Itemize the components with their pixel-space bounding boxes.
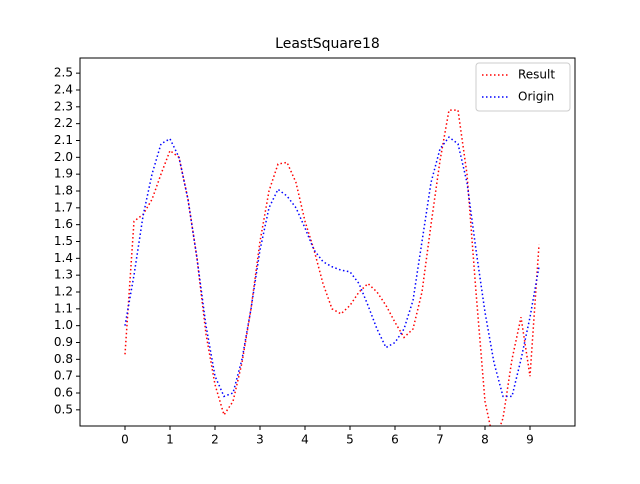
- x-tick-label: 3: [256, 433, 264, 447]
- y-tick-label: 2.4: [54, 82, 73, 96]
- x-tick-label: 4: [301, 433, 309, 447]
- y-tick-label: 1.6: [54, 217, 73, 231]
- x-tick-label: 0: [121, 433, 129, 447]
- y-tick-label: 2.1: [54, 133, 73, 147]
- y-tick-label: 1.3: [54, 268, 73, 282]
- y-tick-label: 1.1: [54, 301, 73, 315]
- y-tick-label: 0.7: [54, 369, 73, 383]
- y-tick-label: 1.9: [54, 167, 73, 181]
- y-tick-label: 2.0: [54, 150, 73, 164]
- y-tick-label: 2.2: [54, 116, 73, 130]
- x-tick-label: 9: [526, 433, 534, 447]
- x-tick-label: 6: [391, 433, 399, 447]
- y-tick-label: 1.0: [54, 318, 73, 332]
- x-tick-label: 5: [346, 433, 354, 447]
- y-tick-label: 0.5: [54, 402, 73, 416]
- x-tick-label: 2: [211, 433, 219, 447]
- chart-title: LeastSquare18: [275, 36, 380, 52]
- series-line: [124, 109, 540, 426]
- legend-label: Origin: [518, 90, 554, 104]
- y-tick-label: 1.7: [54, 200, 73, 214]
- y-tick-label: 0.6: [54, 386, 73, 400]
- plot-area: [124, 109, 540, 426]
- y-tick-label: 2.3: [54, 99, 73, 113]
- x-tick-label: 8: [481, 433, 489, 447]
- x-tick-label: 1: [166, 433, 174, 447]
- y-tick-label: 1.8: [54, 183, 73, 197]
- y-tick-label: 1.5: [54, 234, 73, 248]
- y-tick-label: 1.2: [54, 284, 73, 298]
- y-tick-label: 0.9: [54, 335, 73, 349]
- y-tick-label: 2.5: [54, 66, 73, 80]
- x-tick-label: 7: [436, 433, 444, 447]
- legend-label: Result: [518, 68, 555, 82]
- y-tick-label: 0.8: [54, 352, 73, 366]
- plot-frame: [79, 57, 576, 427]
- y-tick-label: 1.4: [54, 251, 73, 265]
- series-line: [124, 136, 540, 398]
